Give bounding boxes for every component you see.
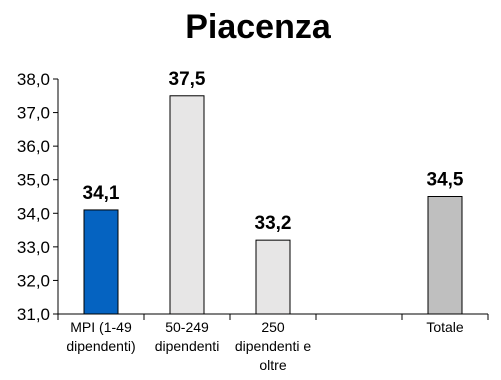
data-label: 34,1 [83, 183, 120, 204]
category-label: MPI (1-49 [70, 319, 132, 335]
y-tick-label: 31,0 [17, 305, 50, 324]
data-label: 34,5 [427, 170, 464, 191]
y-tick-label: 33,0 [17, 238, 50, 257]
y-tick-label: 34,0 [17, 204, 50, 223]
category-label: dipendenti e [235, 338, 312, 354]
category-label: dipendenti [155, 338, 220, 354]
bar [255, 239, 291, 315]
bar [83, 209, 119, 315]
category-label: dipendenti) [66, 338, 135, 354]
category-label: 50-249 [165, 319, 209, 335]
y-tick-label: 32,0 [17, 271, 50, 290]
bar [427, 196, 463, 315]
y-tick-label: 38,0 [17, 70, 50, 89]
data-label: 37,5 [169, 69, 206, 90]
category-label: oltre [259, 357, 286, 373]
chart-title: Piacenza [185, 8, 332, 46]
category-label: Totale [426, 319, 464, 335]
y-tick-label: 35,0 [17, 171, 50, 190]
plot-area: 31,0 32,0 33,0 34,0 35,0 36,0 37,0 38,0 34,1 MPI … [17, 69, 489, 373]
y-tick-label: 36,0 [17, 137, 50, 156]
y-tick-label: 37,0 [17, 104, 50, 123]
bar [169, 95, 205, 315]
category-label: 250 [261, 319, 285, 335]
data-label: 33,2 [255, 213, 292, 234]
